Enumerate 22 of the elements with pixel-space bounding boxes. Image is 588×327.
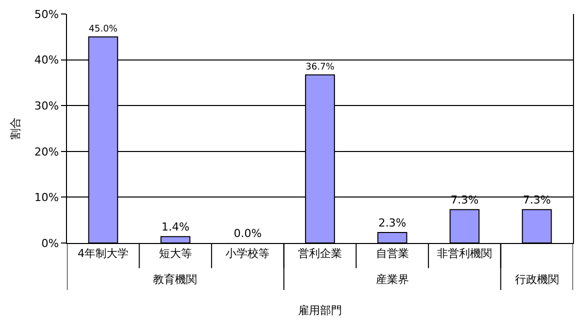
y-tick-label: 10% (34, 191, 59, 204)
x-tick-label: 非営利機関 (437, 247, 492, 260)
data-label: 45.0% (88, 24, 118, 34)
y-tick-label: 20% (34, 145, 59, 158)
text: 産業界 (376, 273, 409, 286)
y-tick-label: 0% (41, 236, 59, 250)
y-tick-label: 30% (34, 99, 59, 112)
data-label: 1.4% (161, 220, 190, 234)
x-tick-label: 4年制大学 (78, 247, 129, 260)
text: 教育機関 (153, 273, 197, 286)
y-tick-label: 40% (34, 54, 59, 67)
x-tick-label: 短大等 (158, 247, 192, 260)
x-tick-label: 小学校等 (226, 247, 270, 260)
y-axis-title: 割合 (8, 118, 22, 140)
y-tick-label: 50% (34, 8, 59, 21)
data-label: 36.7% (306, 62, 335, 72)
x-tick-label: 自営業 (376, 247, 409, 260)
data-label: 2.3% (378, 216, 406, 230)
data-label: 0.0% (234, 227, 262, 240)
text: 行政機関 (515, 273, 559, 286)
x-tick-label: 営利企業 (298, 247, 342, 260)
x-axis-title: 雇用部門 (298, 304, 342, 317)
